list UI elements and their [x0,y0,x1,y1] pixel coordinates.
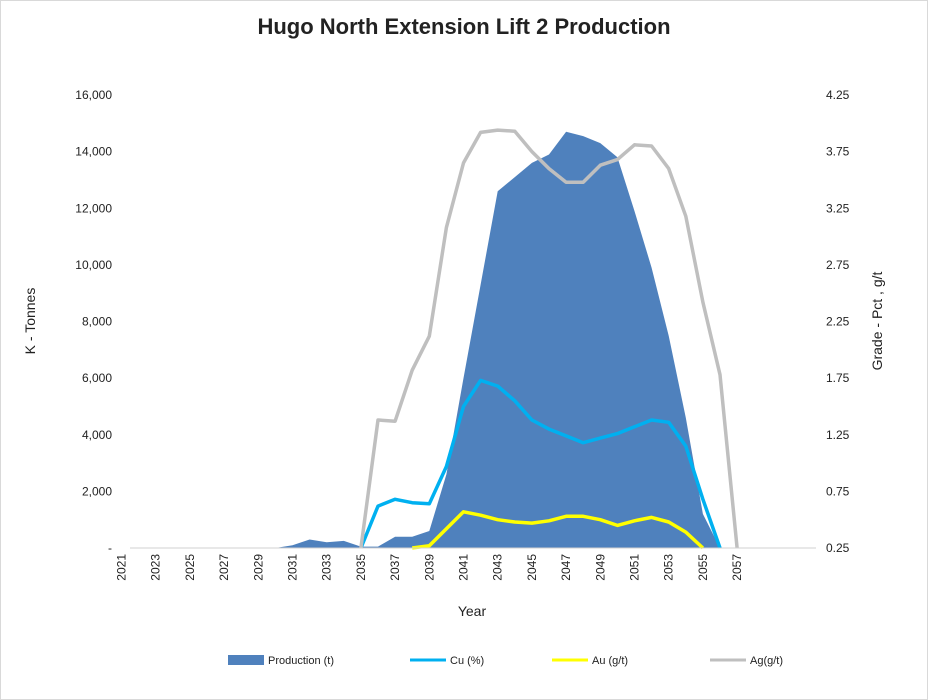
x-tick-label: 2027 [217,554,231,581]
legend-item: Au (g/t) [552,655,628,667]
y-left-tick-label: 14,000 [75,145,112,159]
legend-item: Production (t) [228,655,334,667]
y-right-tick-label: 1.75 [826,371,850,385]
y-right-tick-label: 4.25 [826,88,850,102]
y-right-tick-label: 3.75 [826,145,850,159]
legend-label: Production (t) [268,655,334,667]
x-tick-label: 2037 [388,554,402,581]
series-ag-g-t-line [359,128,739,549]
x-axis-title: Year [458,603,487,619]
legend-swatch [228,655,264,665]
x-tick-label: 2039 [422,554,436,581]
legend-item: Ag(g/t) [710,655,783,667]
x-tick-label: 2045 [525,554,539,581]
y-right-tick-label: 1.25 [826,428,850,442]
y-left-tick-label: 8,000 [82,315,112,329]
y-right-tick-label: 2.75 [826,258,850,272]
x-tick-label: 2021 [115,554,129,581]
legend-label: Ag(g/t) [750,655,783,667]
y-right-tick-label: 3.25 [826,201,850,215]
legend-label: Au (g/t) [592,655,628,667]
x-tick-label: 2043 [491,554,505,581]
x-tick-label: 2057 [730,554,744,581]
series-production-area [121,131,720,549]
x-tick-label: 2031 [286,554,300,581]
x-tick-label: 2047 [559,554,573,581]
y-left-tick-label: 16,000 [75,88,112,102]
y-left-tick-label: 2,000 [82,484,112,498]
x-tick-label: 2055 [696,554,710,581]
y-left-tick-label: - [108,541,112,555]
y-axis-left-title: K - Tonnes [22,288,38,355]
y-left-tick-label: 12,000 [75,201,112,215]
y-left-tick-label: 10,000 [75,258,112,272]
x-tick-label: 2023 [149,554,163,581]
x-tick-label: 2029 [251,554,265,581]
axes: - 2,000 4,000 6,000 8,000 10,000 12,000 14,000 1… [75,88,849,581]
x-tick-label: 2041 [457,554,471,581]
x-tick-label: 2051 [628,554,642,581]
chart-title: Hugo North Extension Lift 2 Production [257,14,671,39]
x-tick-label: 2053 [662,554,676,581]
x-tick-label: 2033 [320,554,334,581]
x-tick-label: 2049 [593,554,607,581]
series-cu-line [359,378,722,549]
legend-label: Cu (%) [450,655,484,667]
x-tick-label: 2025 [183,554,197,581]
plot-area [121,128,739,550]
series-au-g-t-line [411,510,705,550]
y-right-tick-label: 0.25 [826,541,850,555]
y-axis-right-title: Grade - Pct , g/t [869,271,885,370]
x-tick-label: 2035 [354,554,368,581]
y-right-tick-label: 2.25 [826,315,850,329]
y-right-tick-label: 0.75 [826,484,850,498]
y-left-tick-label: 6,000 [82,371,112,385]
y-left-tick-label: 4,000 [82,428,112,442]
legend-item: Cu (%) [410,655,484,667]
legend: Production (t) Cu (%) Au (g/t) Ag(g/t) [228,655,783,667]
